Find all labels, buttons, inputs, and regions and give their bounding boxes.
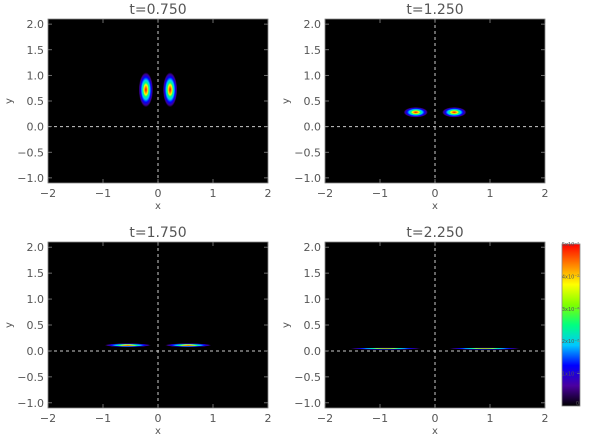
y-tick-label: −0.5 bbox=[294, 371, 321, 384]
x-tick-label: −1 bbox=[95, 187, 111, 200]
density-blob-2 bbox=[448, 347, 521, 350]
y-tick-label: 1.5 bbox=[27, 44, 45, 57]
x-tick-label: 2 bbox=[265, 187, 272, 200]
y-tick-label: 2.0 bbox=[304, 241, 322, 254]
x-tick-label: 0 bbox=[432, 412, 439, 425]
y-tick-label: 1.0 bbox=[27, 69, 45, 82]
y-tick-label: −1.0 bbox=[17, 172, 44, 185]
y-tick-label: 0.0 bbox=[27, 345, 45, 358]
y-tick-label: 1.0 bbox=[304, 69, 322, 82]
x-axis-label: x bbox=[155, 201, 161, 212]
x-tick-label: 0 bbox=[432, 187, 439, 200]
x-tick-label: 1 bbox=[210, 412, 217, 425]
y-tick-label: −0.5 bbox=[294, 146, 321, 159]
y-tick-label: 0.0 bbox=[27, 121, 45, 134]
density-blob-1 bbox=[403, 107, 428, 118]
density-blob-2 bbox=[165, 343, 212, 348]
colorbar-tick-label: 3x10⁻⁷ bbox=[562, 307, 579, 313]
y-tick-label: 0.5 bbox=[304, 95, 322, 108]
y-tick-label: 2.0 bbox=[27, 241, 45, 254]
x-tick-label: −1 bbox=[372, 412, 388, 425]
panel-4: −2 −1 0 1 2 −1.0 −0.5 0.0 0.5 1.0 1.5 2.0 x y t=2.250 bbox=[281, 225, 549, 437]
y-tick-label: 2.0 bbox=[27, 18, 45, 31]
colorbar-tick-label: 5x10⁻⁷ bbox=[562, 242, 579, 248]
y-tick-label: −0.5 bbox=[17, 371, 44, 384]
y-tick-label: 1.5 bbox=[304, 44, 322, 57]
density-blob-1 bbox=[138, 72, 154, 108]
plot-area bbox=[48, 19, 268, 183]
colorbar-gradient bbox=[561, 243, 581, 407]
panel-2: −2 −1 0 1 2 −1.0 −0.5 0.0 0.5 1.0 1.5 2.0 x y t=1.250 bbox=[281, 2, 549, 212]
x-tick-label: −2 bbox=[317, 412, 333, 425]
x-tick-label: −2 bbox=[40, 412, 56, 425]
panel-3: −2 −1 0 1 2 −1.0 −0.5 0.0 0.5 1.0 1.5 2.0 x y t=1.750 bbox=[4, 225, 272, 437]
y-tick-label: 0.0 bbox=[304, 345, 322, 358]
y-tick-label: −1.0 bbox=[294, 397, 321, 410]
y-tick-label: 0.5 bbox=[27, 95, 45, 108]
x-tick-label: 1 bbox=[487, 187, 494, 200]
x-tick-label: 0 bbox=[155, 187, 162, 200]
x-axis-label: x bbox=[155, 426, 161, 437]
colorbar-tick-label: 2x10⁻⁷ bbox=[562, 339, 579, 345]
y-tick-label: 0.0 bbox=[304, 121, 322, 134]
x-tick-label: 2 bbox=[265, 412, 272, 425]
density-blob-1 bbox=[104, 343, 151, 348]
panel-title: t=2.250 bbox=[406, 225, 463, 241]
panel-title: t=1.250 bbox=[406, 2, 463, 18]
y-axis-label: y bbox=[4, 322, 15, 328]
x-tick-label: −1 bbox=[95, 412, 111, 425]
x-tick-label: −2 bbox=[40, 187, 56, 200]
y-tick-label: 1.0 bbox=[27, 293, 45, 306]
density-blob-2 bbox=[162, 72, 178, 108]
x-tick-label: −1 bbox=[372, 187, 388, 200]
y-axis-label: y bbox=[281, 322, 292, 328]
y-tick-label: 0.5 bbox=[27, 319, 45, 332]
plot-area bbox=[325, 19, 545, 183]
y-tick-label: −1.0 bbox=[17, 397, 44, 410]
y-tick-label: −1.0 bbox=[294, 172, 321, 185]
colorbar: 0 1x10⁻⁷ 2x10⁻⁷ 3x10⁻⁷ 4x10⁻⁷ 5x10⁻⁷ bbox=[561, 242, 581, 407]
colorbar-tick-label: 0 bbox=[576, 401, 579, 407]
y-axis-label: y bbox=[281, 98, 292, 104]
y-tick-label: 1.5 bbox=[304, 267, 322, 280]
y-tick-label: 0.5 bbox=[304, 319, 322, 332]
density-blob-2 bbox=[442, 107, 467, 118]
panel-title: t=0.750 bbox=[129, 2, 186, 18]
x-axis-label: x bbox=[432, 201, 438, 212]
density-blob-1 bbox=[349, 347, 422, 350]
x-tick-label: 2 bbox=[542, 412, 549, 425]
y-axis-label: y bbox=[4, 98, 15, 104]
colorbar-tick-label: 1x10⁻⁷ bbox=[562, 372, 579, 378]
x-tick-label: 1 bbox=[210, 187, 217, 200]
y-tick-label: 2.0 bbox=[304, 18, 322, 31]
x-tick-label: 2 bbox=[542, 187, 549, 200]
x-tick-label: 0 bbox=[155, 412, 162, 425]
panel-1: −2 −1 0 1 2 −1.0 −0.5 0.0 0.5 1.0 1.5 2.0 x y t=0.750 bbox=[4, 2, 272, 212]
y-tick-label: 1.5 bbox=[27, 267, 45, 280]
colorbar-tick-label: 4x10⁻⁷ bbox=[562, 274, 579, 280]
y-tick-label: −0.5 bbox=[17, 146, 44, 159]
x-tick-label: 1 bbox=[487, 412, 494, 425]
panel-title: t=1.750 bbox=[129, 225, 186, 241]
x-axis-label: x bbox=[432, 426, 438, 437]
y-tick-label: 1.0 bbox=[304, 293, 322, 306]
x-tick-label: −2 bbox=[317, 187, 333, 200]
